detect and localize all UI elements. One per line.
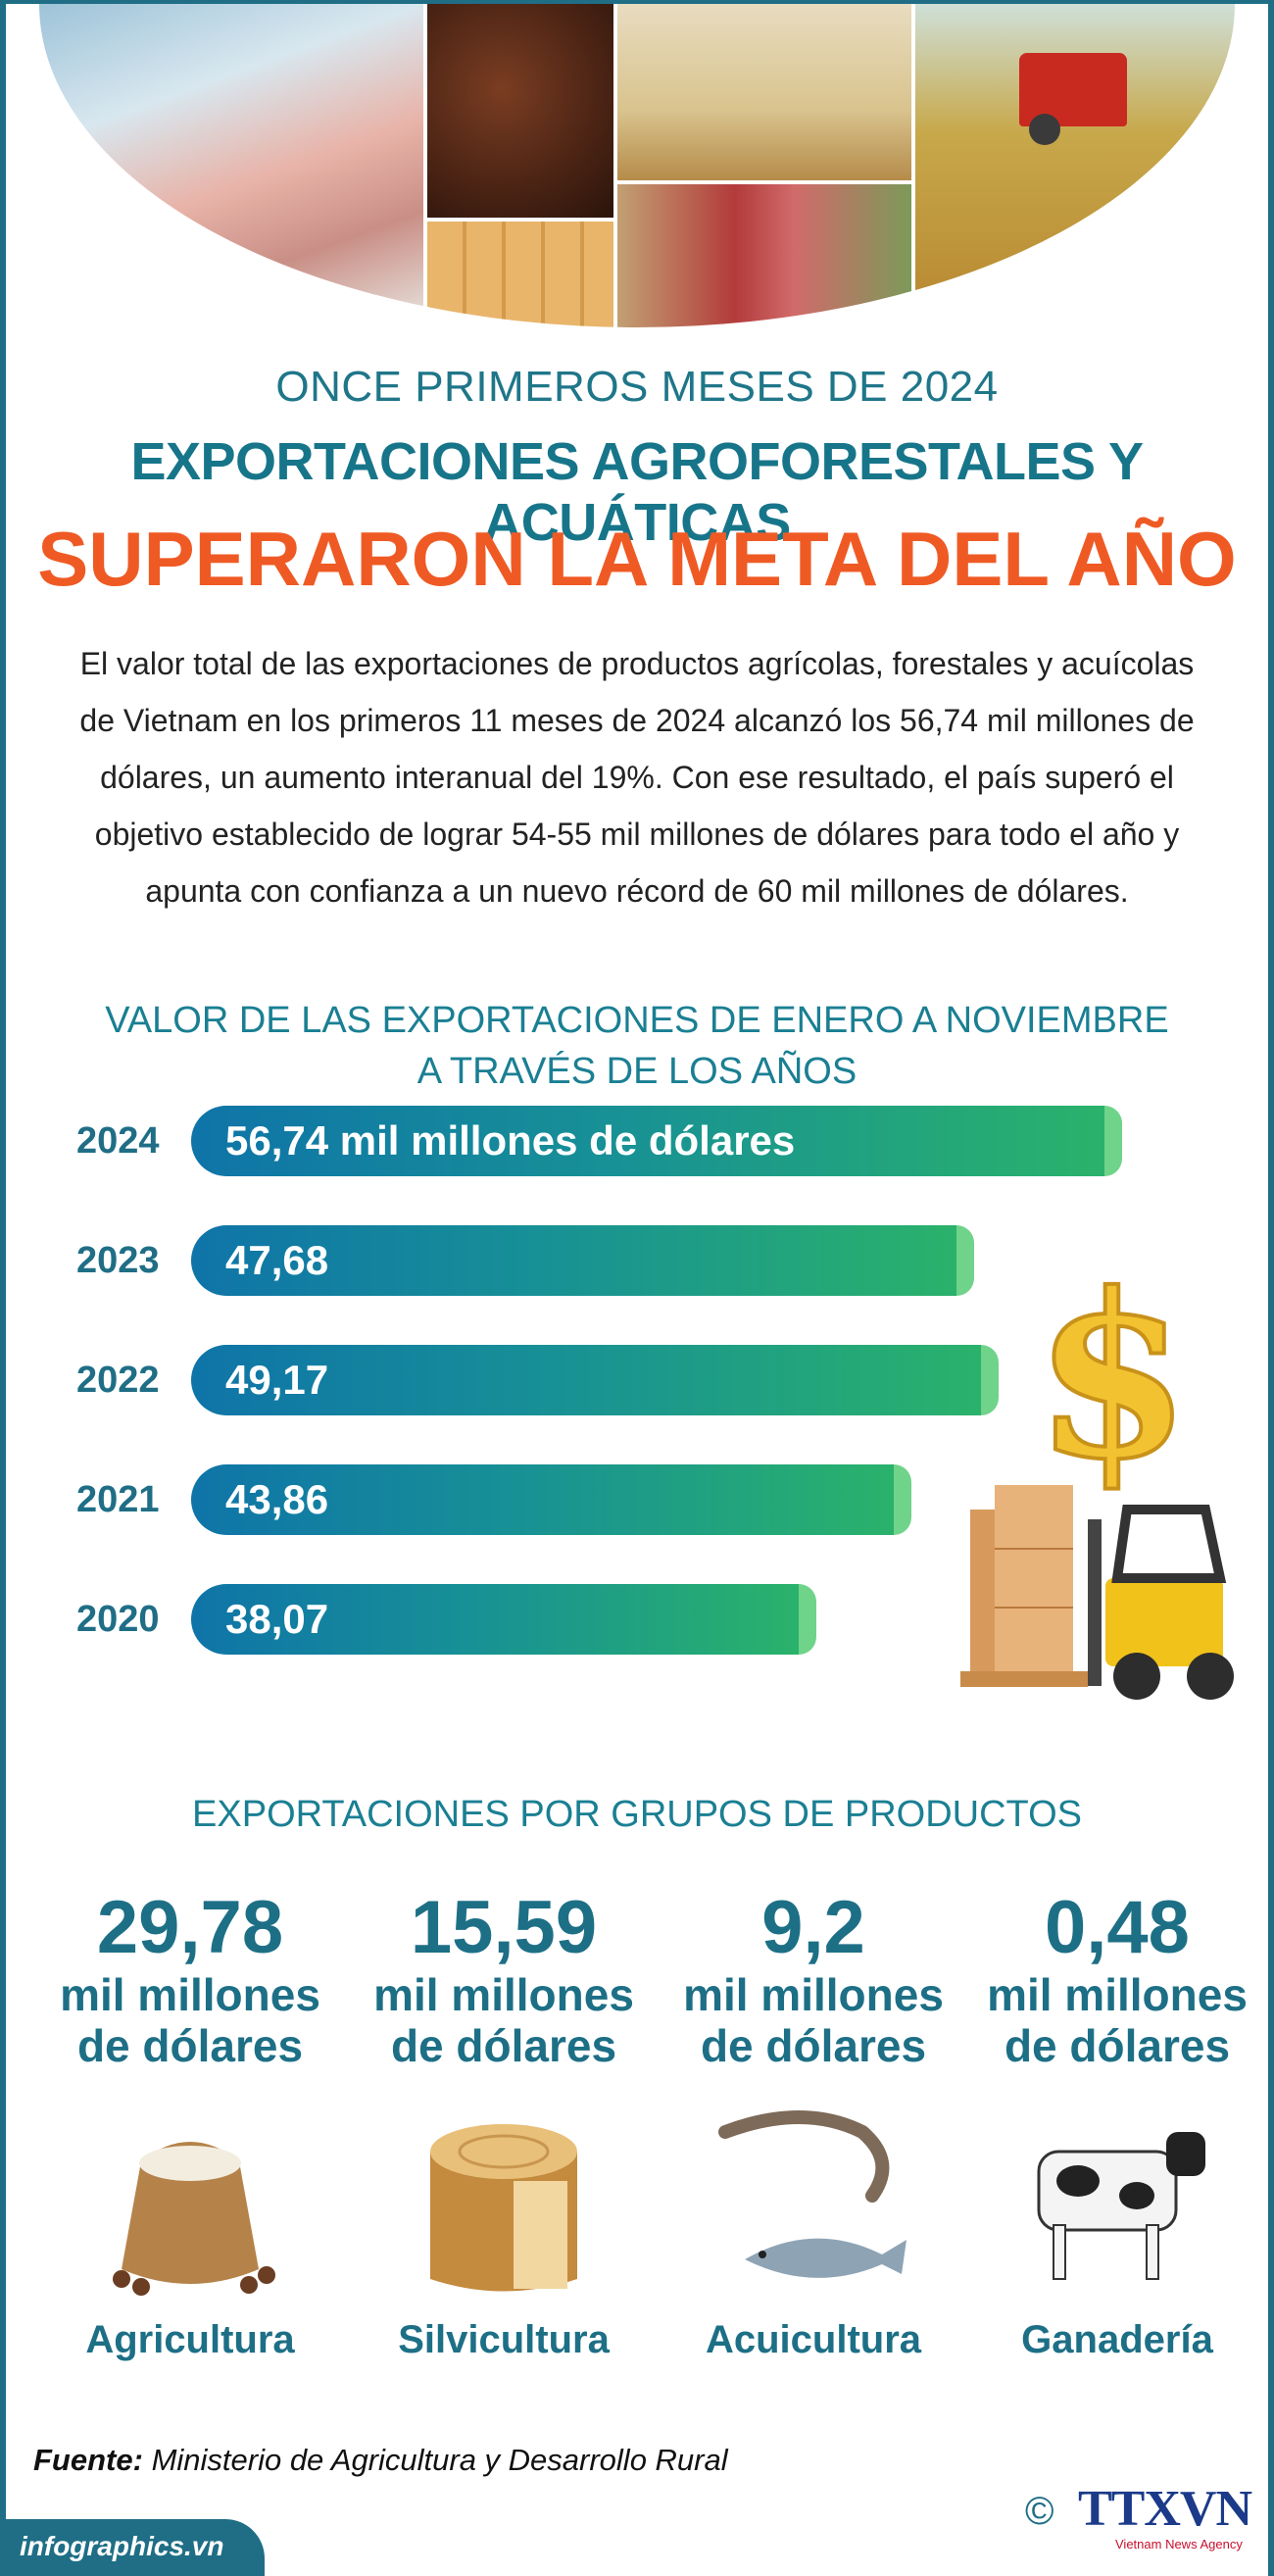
coffee-beans-photo	[427, 4, 613, 218]
group-ganaderia: 0,48 mil millones de dólares Ganadería	[970, 1886, 1264, 2362]
chart-title-line1: VALOR DE LAS EXPORTACIONES DE ENERO A NO…	[105, 1000, 1169, 1041]
harvester-shape	[1019, 53, 1127, 145]
group-value: 29,78	[96, 1886, 284, 1969]
footer-site-link[interactable]: infographics.vn	[20, 2531, 224, 2561]
chart-title: VALOR DE LAS EXPORTACIONES DE ENERO A NO…	[0, 995, 1274, 1097]
intro-paragraph: El valor total de las exportaciones de p…	[79, 646, 1195, 909]
group-unit-line1: mil millones	[60, 1969, 320, 2020]
group-unit-line2: de dólares	[390, 2020, 617, 2071]
footer-tab	[0, 2519, 265, 2576]
logo-subtitle: Vietnam News Agency	[1115, 2537, 1243, 2551]
cow-icon	[1037, 2132, 1205, 2280]
page-headline: SUPERARON LA META DEL AÑO	[37, 516, 1237, 602]
rice-sack-icon	[113, 2142, 275, 2296]
group-agricultura: 29,78 mil millones de dólares Agricultur…	[43, 1886, 337, 2362]
group-unit-line2: de dólares	[76, 2020, 304, 2071]
group-unit-line1: mil millones	[373, 1969, 634, 2020]
group-unit-line1: mil millones	[683, 1969, 944, 2020]
group-value: 15,59	[410, 1886, 598, 1969]
group-name: Silvicultura	[398, 2318, 610, 2361]
header-photo-collage	[39, 4, 1235, 327]
fish-processing-photo	[39, 4, 423, 327]
source-note: Fuente: Ministerio de Agricultura y Desa…	[33, 2443, 728, 2478]
group-name: Ganadería	[1021, 2318, 1213, 2361]
group-name: Acuicultura	[705, 2318, 922, 2361]
wood-planks-photo	[427, 222, 613, 327]
dollar-icon: $	[1034, 1274, 1191, 1510]
wood-log-icon	[430, 2124, 577, 2292]
page-kicker: ONCE PRIMEROS MESES DE 2024	[275, 363, 999, 411]
group-silvicultura: 15,59 mil millones de dólares Silvicultu…	[357, 1886, 651, 2362]
forklift-dollar-illustration: $	[960, 1274, 1234, 1700]
rice-sack-photo	[617, 4, 911, 180]
shrimp-fish-icon	[718, 2110, 906, 2278]
boxes-icon	[960, 1485, 1088, 1687]
copyright-symbol: ©	[1025, 2490, 1054, 2533]
group-unit-line2: de dólares	[700, 2020, 927, 2071]
group-acuicultura: 9,2 mil millones de dólares Acuicultura	[666, 1886, 960, 2362]
ttxvn-logo: TTXVN	[1078, 2481, 1252, 2537]
fruit-market-photo	[617, 184, 911, 327]
chart-title-line2: A TRAVÉS DE LOS AÑOS	[416, 1051, 858, 1092]
group-unit-line2: de dólares	[1004, 2020, 1231, 2071]
page-title: EXPORTACIONES AGROFORESTALES Y ACUÁTICAS	[130, 432, 1144, 552]
group-value: 9,2	[761, 1886, 865, 1969]
source-text: Ministerio de Agricultura y Desarrollo R…	[151, 2443, 728, 2477]
forklift-icon	[1088, 1505, 1234, 1700]
group-unit-line1: mil millones	[987, 1969, 1248, 2020]
source-label: Fuente:	[33, 2443, 143, 2477]
group-name: Agricultura	[85, 2318, 295, 2361]
group-value: 0,48	[1045, 1886, 1190, 1969]
groups-title: EXPORTACIONES POR GRUPOS DE PRODUCTOS	[192, 1794, 1082, 1835]
